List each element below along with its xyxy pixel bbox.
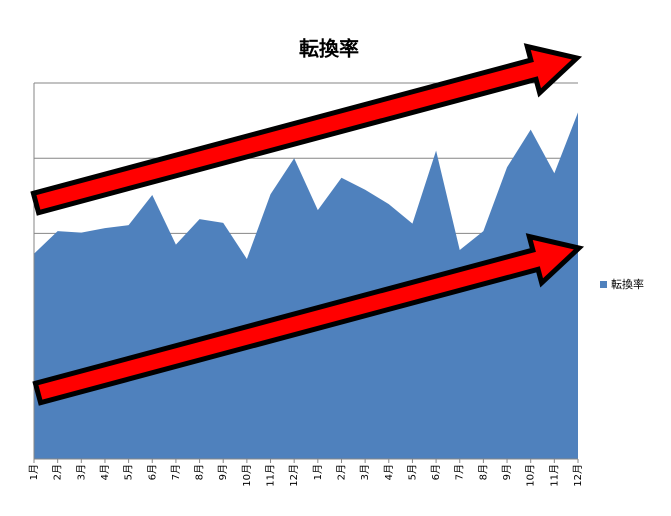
x-tick-label: 4月 [99, 464, 111, 480]
x-tick-label: 10月 [525, 464, 537, 487]
legend-swatch [600, 281, 607, 288]
x-tick-label: 3月 [359, 464, 371, 480]
x-tick-label: 12月 [572, 464, 584, 487]
area [34, 112, 578, 459]
x-tick-label: 11月 [548, 464, 560, 487]
x-tick-label: 8月 [194, 464, 206, 480]
x-tick-label: 3月 [75, 464, 87, 480]
x-tick-label: 4月 [383, 464, 395, 480]
x-tick-label: 2月 [335, 464, 347, 480]
x-tick-label: 6月 [430, 464, 442, 480]
plot-area: 1月 2月 3月 4月 5月 6月 7月 8月 9月 10月 11月 12月 1月 2月 3月 4月 5月 6月 7… [28, 82, 584, 487]
arrow [32, 233, 585, 406]
x-tick-label: 5月 [406, 464, 418, 480]
x-tick-label: 11月 [265, 464, 277, 487]
x-tick-label: 8月 [477, 464, 489, 480]
x-tick-label: 12月 [288, 464, 300, 487]
x-tick-label: 7月 [170, 464, 182, 480]
arrow [30, 43, 583, 216]
x-tick-label: 1月 [312, 464, 324, 480]
legend-label: 転換率 [611, 277, 644, 291]
x-tick-label: 10月 [241, 464, 253, 487]
x-tick-label: 1月 [28, 464, 40, 480]
chart-title: 転換率 [299, 37, 359, 61]
legend: 転換率 [600, 277, 644, 291]
x-tick-label: 9月 [501, 464, 513, 480]
x-tick-label: 2月 [52, 464, 64, 480]
x-tick-label: 9月 [217, 464, 229, 480]
arrows [30, 43, 585, 406]
x-tick-label: 5月 [123, 464, 135, 480]
x-tick-label: 6月 [146, 464, 158, 480]
x-tick-label: 7月 [454, 464, 466, 480]
